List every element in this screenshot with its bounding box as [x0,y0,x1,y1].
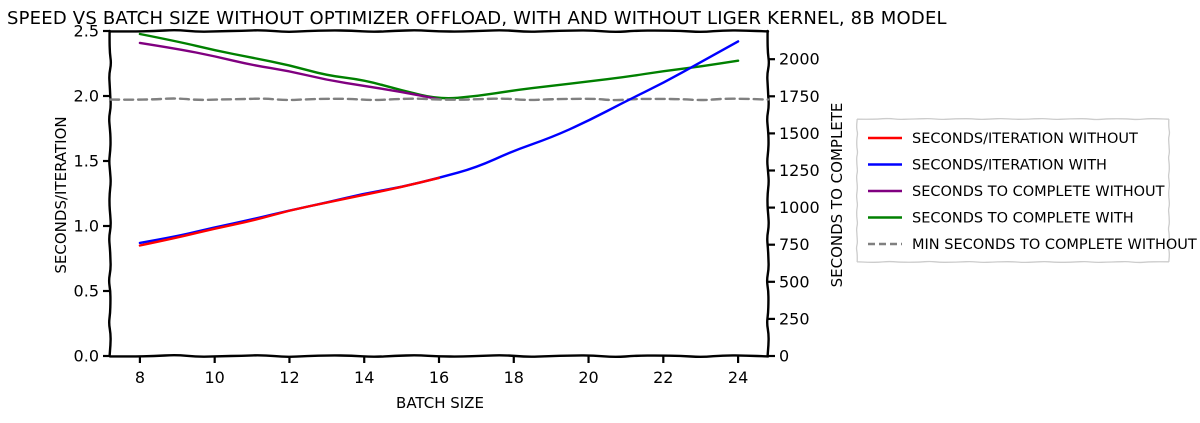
y-axis-ticks: 0.0 0.5 1.0 1.5 2.0 2.5 [74,22,110,366]
series-line-seconds-iteration-with [138,40,740,245]
plot-frame-top [108,28,770,34]
y-tick-label: 2.5 [74,22,99,41]
y-axis-label: SECONDS/ITERATION [52,116,70,273]
x-axis-ticks: 8 10 12 14 16 18 20 22 24 [135,356,748,387]
y2-axis-label: SECONDS TO COMPLETE [828,103,846,288]
series-line-seconds-to-complete-with [138,32,740,100]
legend-label-min-seconds-to-complete-without: MIN SECONDS TO COMPLETE WITHOUT [912,237,1197,253]
y2-tick-label: 2000 [779,50,820,69]
x-tick-label: 18 [504,368,524,387]
chart-title: SPEED VS BATCH SIZE WITHOUT OPTIMIZER OF… [7,8,947,29]
y-tick-label: 1.0 [74,217,99,236]
y2-tick-label: 1000 [779,198,820,217]
y2-tick-label: 0 [779,347,789,366]
x-tick-label: 16 [429,368,449,387]
legend-box [855,117,1171,264]
series-line-seconds-to-complete-without [138,41,441,101]
y2-tick-label: 1500 [779,124,820,143]
y-tick-label: 0.5 [74,282,99,301]
plot-frame [107,28,771,359]
legend-label-seconds-iteration-with: SECONDS/ITERATION WITH [912,158,1107,174]
y2-tick-label: 500 [779,272,810,291]
legend-label-seconds-iteration-without: SECONDS/ITERATION WITHOUT [912,131,1138,147]
series-layer [108,32,770,247]
y2-tick-label: 250 [779,309,810,328]
x-tick-label: 12 [279,368,299,387]
legend-label-seconds-to-complete-with: SECONDS TO COMPLETE WITH [912,211,1134,227]
y2-tick-label: 1750 [779,87,820,106]
x-tick-label: 24 [728,368,748,387]
plot-frame-bottom [108,353,770,359]
y2-tick-label: 750 [779,235,810,254]
x-axis-label: BATCH SIZE [396,394,484,412]
y-tick-label: 0.0 [74,347,99,366]
legend-label-seconds-to-complete-without: SECONDS TO COMPLETE WITHOUT [912,184,1165,200]
series-line-seconds-iteration-without [138,176,441,247]
y-tick-label: 2.0 [74,87,99,106]
legend: SECONDS/ITERATION WITHOUT SECONDS/ITERATI… [855,117,1197,264]
x-tick-label: 10 [205,368,225,387]
x-tick-label: 22 [653,368,673,387]
x-tick-label: 20 [578,368,598,387]
x-tick-label: 14 [354,368,374,387]
series-line-min-seconds-to-complete-without [108,97,770,102]
y2-tick-label: 1250 [779,161,820,180]
y-tick-label: 1.5 [74,152,99,171]
y2-axis-ticks: 0 250 500 750 1000 1250 1500 1750 2000 [768,50,820,366]
plot-frame-right [765,29,771,358]
x-tick-label: 8 [135,368,145,387]
plot-frame-left [107,29,113,358]
